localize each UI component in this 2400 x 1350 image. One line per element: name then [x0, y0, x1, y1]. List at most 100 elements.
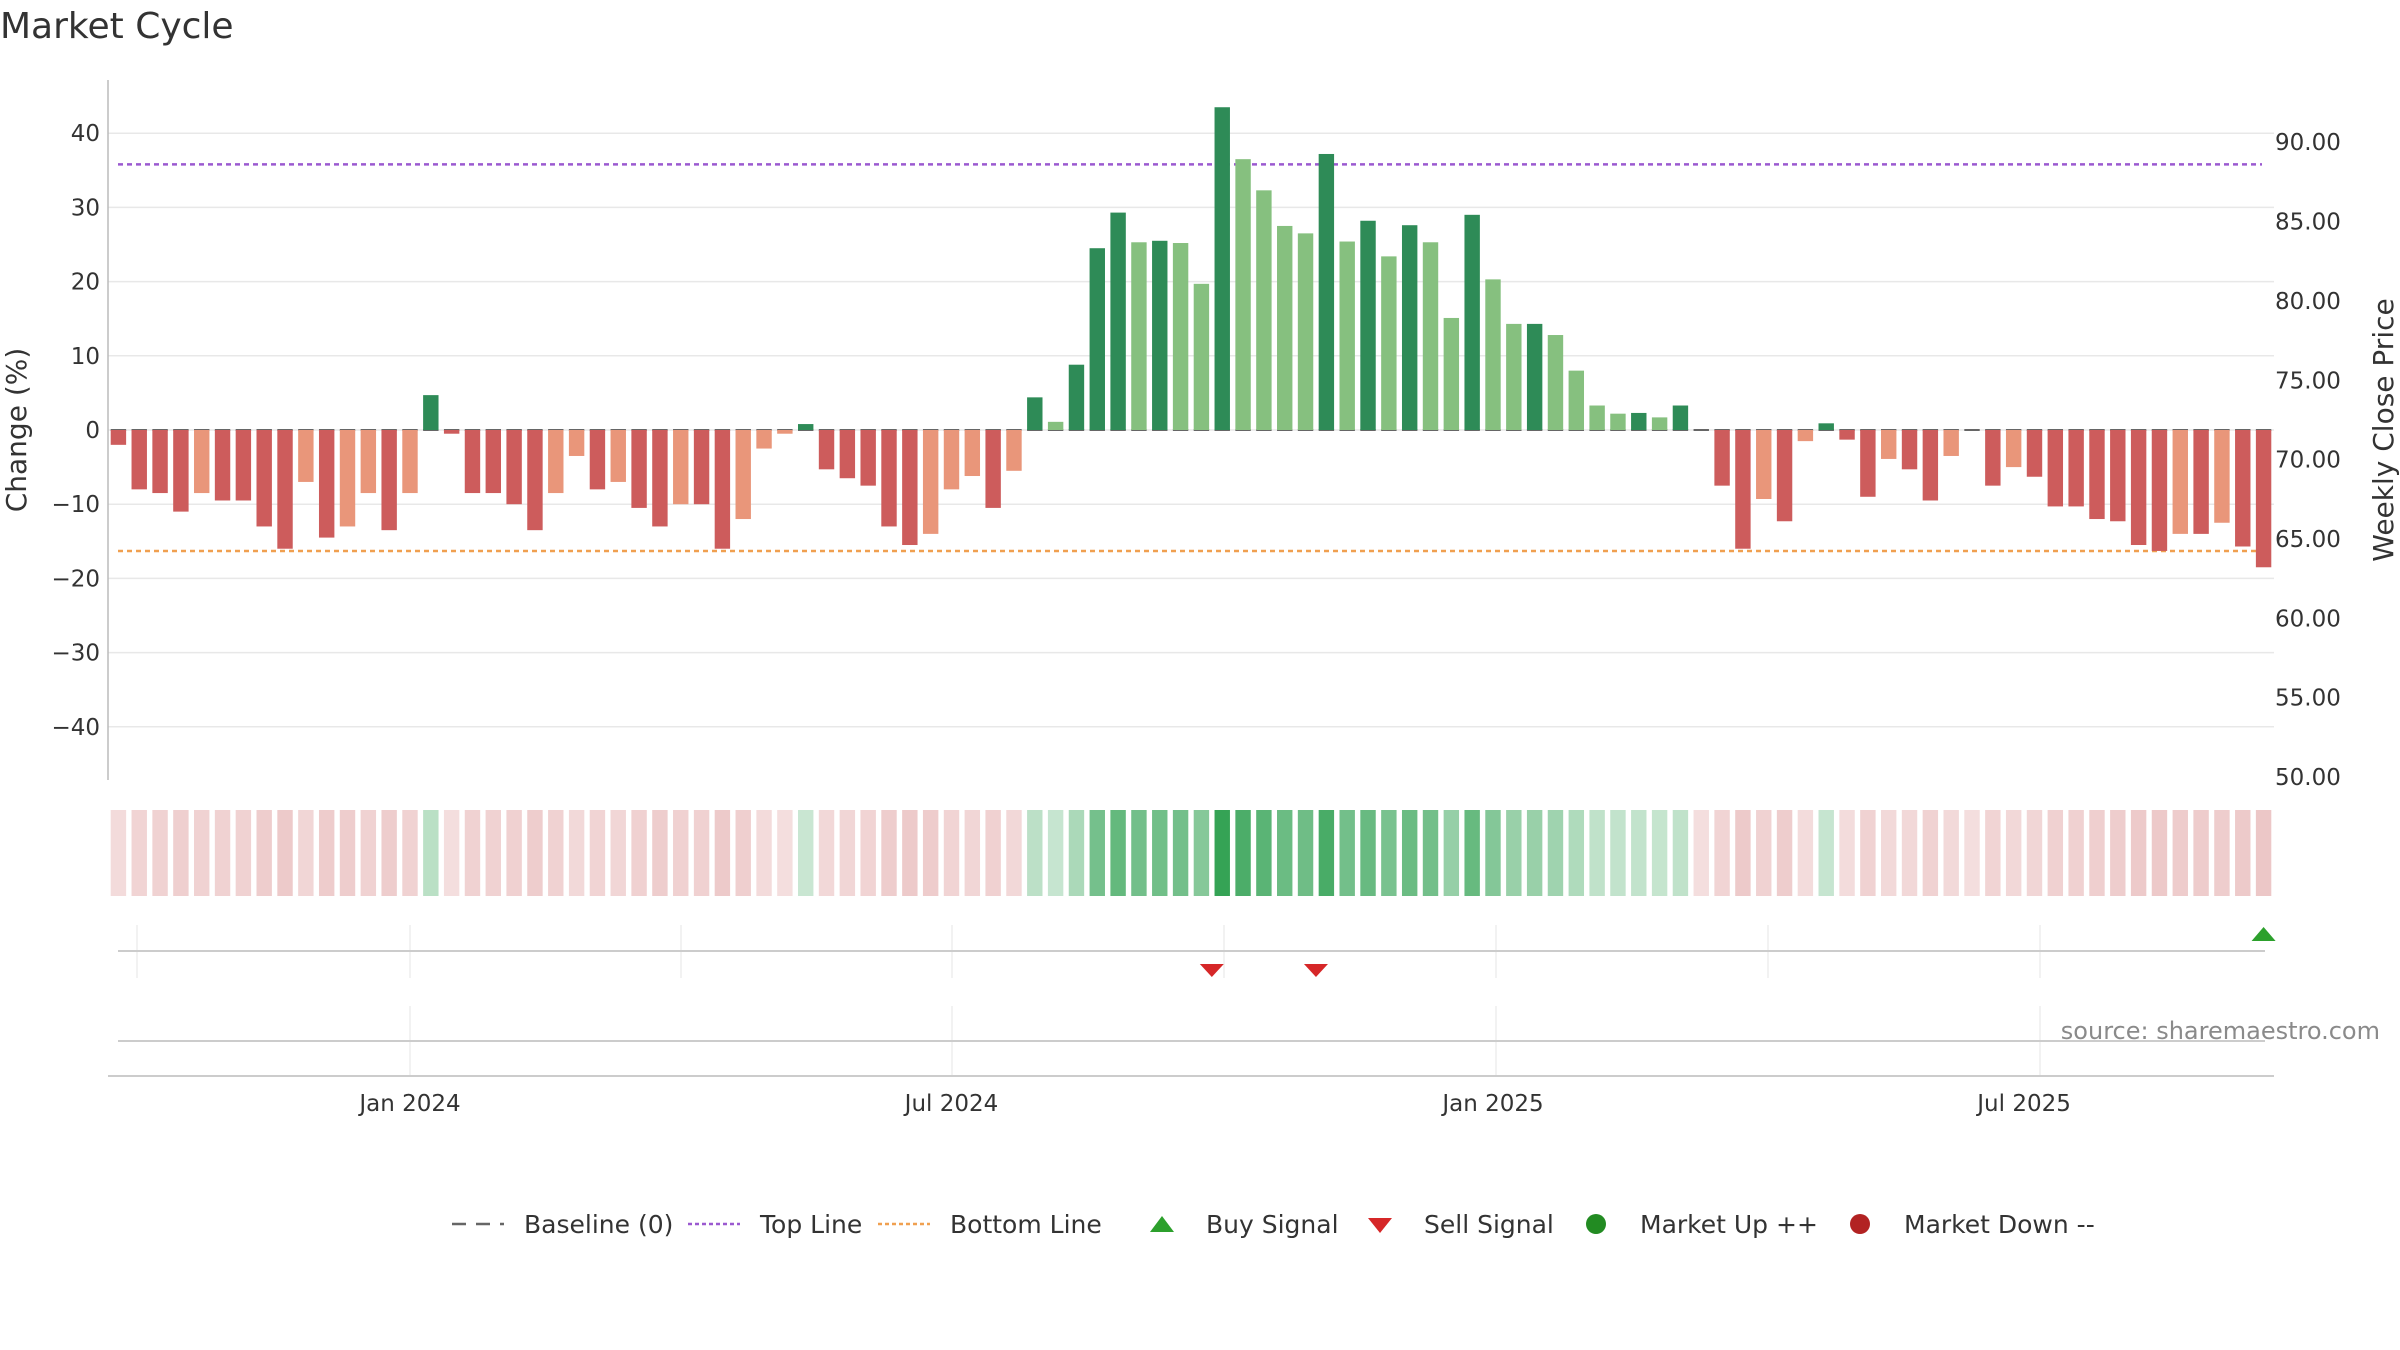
bar — [1756, 430, 1772, 500]
heat-cell — [1589, 810, 1605, 896]
y-tick-label: −20 — [51, 566, 100, 592]
bar — [1256, 190, 1272, 430]
heat-cell — [797, 810, 814, 896]
bar — [2005, 430, 2022, 468]
bar — [1776, 430, 1793, 522]
bar — [1297, 233, 1314, 430]
legend-label: Baseline (0) — [524, 1210, 673, 1239]
bar — [652, 430, 668, 527]
heat-cell — [777, 810, 793, 896]
bar — [693, 430, 710, 505]
y-tick-label: 10 — [71, 344, 100, 370]
heat-cell — [1485, 810, 1501, 896]
heat-cell — [256, 810, 272, 896]
bar — [1631, 412, 1647, 430]
bar — [797, 424, 814, 430]
heat-cell — [152, 810, 168, 896]
heat-cell — [1401, 810, 1418, 896]
heat-cell — [1131, 810, 1147, 896]
heat-cell — [818, 810, 835, 896]
heat-cell — [1651, 810, 1668, 896]
bar — [1860, 430, 1876, 497]
bar — [2151, 430, 2168, 551]
heat-cell — [1756, 810, 1772, 896]
heat-cell — [922, 810, 939, 896]
bar — [2172, 430, 2188, 534]
bar — [173, 430, 189, 512]
legend-circle-icon — [1586, 1214, 1606, 1234]
heat-cell — [1256, 810, 1272, 896]
bar — [1672, 405, 1689, 430]
heat-cell — [1193, 810, 1210, 896]
bar — [235, 430, 252, 501]
heat-cell — [2255, 810, 2272, 896]
bar — [485, 430, 502, 494]
heat-cell — [381, 810, 397, 896]
heat-cell — [1672, 810, 1689, 896]
bar — [1943, 430, 1959, 456]
heat-cell — [1943, 810, 1959, 896]
heat-cell — [1339, 810, 1355, 896]
heat-cell — [2089, 810, 2105, 896]
bar — [1735, 430, 1751, 549]
heat-cell — [1152, 810, 1168, 896]
bar — [1568, 370, 1585, 430]
bar — [1401, 225, 1418, 430]
bar — [1277, 225, 1293, 430]
heat-cell — [1735, 810, 1751, 896]
bar — [902, 430, 918, 546]
bar — [964, 430, 981, 477]
bar — [381, 430, 397, 531]
heat-cell — [881, 810, 897, 896]
y2-tick-label: 65.00 — [2275, 527, 2341, 553]
heat-cell — [131, 810, 147, 896]
heat-cell — [485, 810, 502, 896]
heat-cell — [756, 810, 772, 896]
y2-axis-title: Weekly Close Price — [2367, 298, 2400, 561]
heat-cell — [2235, 810, 2251, 896]
heat-cell — [277, 810, 293, 896]
bar — [1547, 335, 1564, 430]
heat-cell — [2193, 810, 2209, 896]
bar — [1443, 317, 1460, 430]
bar — [985, 430, 1001, 508]
heat-cell — [2130, 810, 2147, 896]
reference-lines — [118, 163, 2262, 553]
heat-cell — [1089, 810, 1105, 896]
bar — [1526, 323, 1543, 430]
heat-cell — [235, 810, 252, 896]
heat-cell — [1985, 810, 2001, 896]
heat-cell — [1818, 810, 1834, 896]
heat-cell — [1277, 810, 1293, 896]
heat-strip — [110, 810, 2272, 896]
heat-cell — [339, 810, 356, 896]
x-tick-label: Jul 2024 — [903, 1091, 999, 1117]
heat-cell — [1610, 810, 1626, 896]
legend-circle-icon — [1850, 1214, 1870, 1234]
y-tick-label: 30 — [71, 195, 100, 221]
heat-cell — [1506, 810, 1522, 896]
heat-cell — [1797, 810, 1814, 896]
heat-cell — [464, 810, 481, 896]
bar — [2068, 430, 2084, 507]
heat-cell — [1839, 810, 1855, 896]
bar — [1235, 159, 1251, 431]
bar — [194, 430, 210, 494]
bar — [2255, 430, 2272, 568]
y-tick-label: 20 — [71, 270, 100, 296]
heat-cell — [1443, 810, 1460, 896]
heat-cell — [548, 810, 564, 896]
heat-cell — [1422, 810, 1439, 896]
heat-cell — [589, 810, 606, 896]
legend-label: Buy Signal — [1206, 1210, 1339, 1239]
bar — [1922, 430, 1939, 501]
legend: Baseline (0) Top Line Bottom Line Buy Signa… — [452, 1210, 2095, 1239]
heat-cell — [1964, 810, 1980, 896]
sell-signal-marker — [1303, 964, 1328, 977]
heat-cell — [110, 810, 127, 896]
bar — [131, 430, 147, 490]
heat-cell — [1318, 810, 1335, 896]
bar — [1047, 421, 1064, 430]
heat-cell — [527, 810, 543, 896]
bar — [943, 430, 960, 490]
